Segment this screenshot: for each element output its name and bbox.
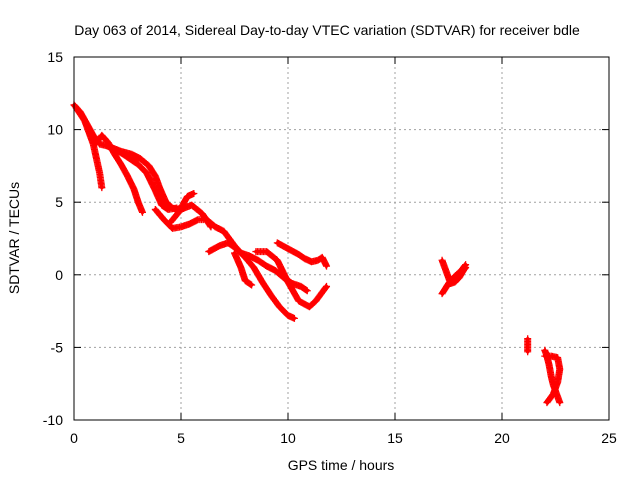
data-point-marker: [138, 208, 146, 216]
data-point-marker: [461, 262, 469, 270]
series-arc-10: [273, 239, 331, 270]
plot-frame: [73, 56, 610, 421]
data-point-marker: [323, 282, 331, 290]
axis-ticks: 0 5 10 15 20 25 -10 -5 0 5 10 15: [43, 49, 617, 446]
x-axis-label: GPS time / hours: [288, 457, 395, 473]
y-tick-label: 5: [55, 194, 63, 210]
data-point-marker: [98, 184, 106, 192]
data-point-marker: [524, 348, 532, 356]
series-arc-15: [541, 352, 564, 407]
grid: [74, 57, 609, 420]
data-point-marker: [543, 399, 551, 407]
y-tick-label: 15: [47, 49, 63, 65]
data-point-marker: [544, 398, 552, 406]
data-series-layer: [70, 101, 564, 407]
data-point-marker: [207, 223, 215, 231]
series-arc-7: [205, 239, 298, 322]
y-tick-label: 0: [55, 267, 63, 283]
series-arc-12: [438, 261, 470, 298]
x-tick-label: 25: [601, 430, 617, 446]
x-tick-label: 10: [280, 430, 296, 446]
x-tick-label: 20: [494, 430, 510, 446]
x-tick-label: 0: [70, 430, 78, 446]
data-point-marker: [290, 314, 298, 322]
data-point-marker: [248, 281, 256, 289]
series-arc-13: [524, 335, 532, 356]
data-point-marker: [323, 262, 331, 270]
x-tick-label: 5: [177, 430, 185, 446]
series-arc-6: [166, 201, 215, 231]
chart-title: Day 063 of 2014, Sidereal Day-to-day VTE…: [74, 22, 580, 38]
y-tick-label: 10: [47, 122, 63, 138]
data-point-marker: [322, 283, 330, 291]
y-tick-label: -10: [43, 412, 63, 428]
y-tick-label: -5: [51, 339, 64, 355]
data-point-marker: [462, 261, 470, 269]
series-arc-8: [231, 249, 256, 289]
x-tick-label: 15: [387, 430, 403, 446]
series-arc-9: [252, 248, 331, 311]
data-point-marker: [190, 189, 198, 197]
series-arc-11: [438, 256, 470, 288]
data-point-marker: [556, 399, 564, 407]
y-axis-label: SDTVAR / TECUs: [6, 182, 22, 294]
data-point-marker: [303, 287, 311, 295]
